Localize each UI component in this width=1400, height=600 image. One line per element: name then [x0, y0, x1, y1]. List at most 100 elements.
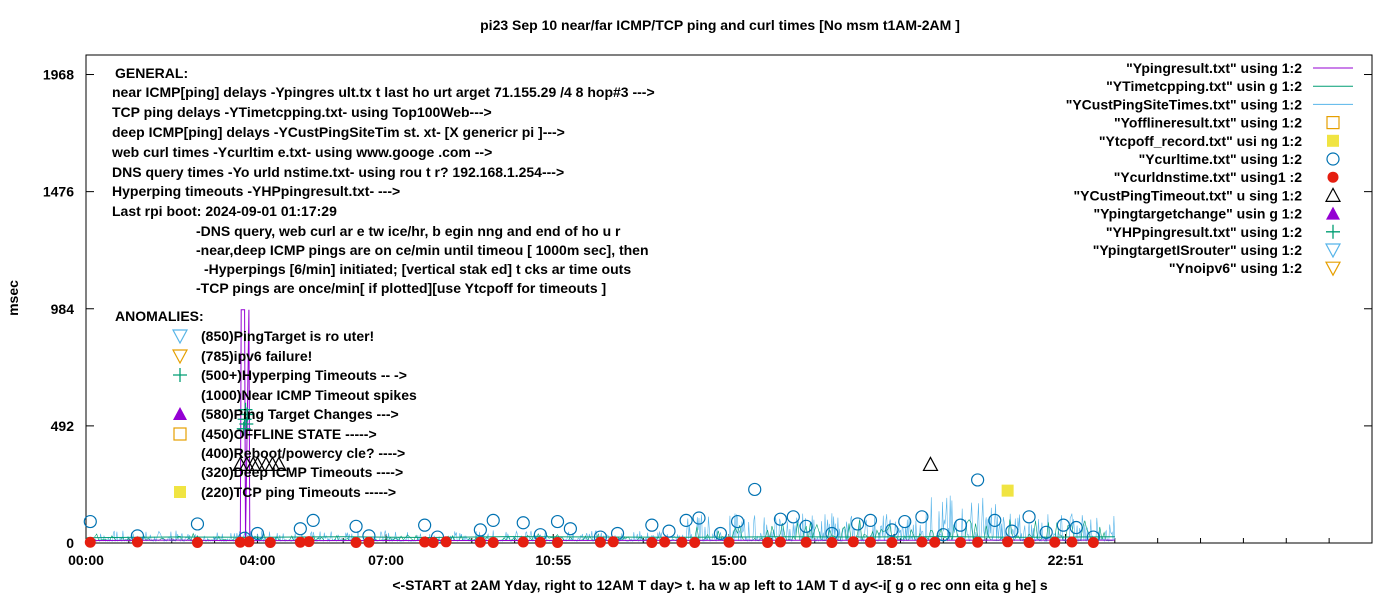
data-point: [303, 536, 315, 548]
legend-symbol: [1326, 115, 1340, 130]
data-point: [294, 536, 306, 548]
anomaly-symbol: [173, 407, 187, 420]
data-point: [689, 537, 701, 549]
data-point: [692, 511, 706, 525]
data-point: [954, 537, 966, 549]
general-note: near ICMP[ping] delays -Ypingres ult.tx …: [112, 84, 655, 100]
x-tick-label: 18:51: [876, 552, 912, 568]
data-point: [349, 519, 363, 533]
data-point: [929, 536, 941, 548]
anomaly-symbol: [171, 329, 189, 345]
data-point: [953, 518, 968, 532]
legend-label: "YCustPingSiteTimes.txt" using 1:2: [1066, 96, 1302, 112]
data-point: [240, 407, 255, 422]
legend-label: "YpingtargetISrouter" using 1:2: [1093, 242, 1303, 258]
data-point: [645, 518, 659, 532]
y-axis: 1968 1476 984 492 0: [43, 67, 1372, 551]
anomaly-item: (400)Reboot/powercy cle? ---->: [201, 445, 405, 461]
y-tick-label: 1476: [43, 184, 74, 200]
anomaly-item: (1000)Near ICMP Timeout spikes: [201, 387, 417, 403]
data-point: [486, 513, 500, 527]
legend-symbol: [1324, 243, 1342, 259]
legend-label: "Ycurltime.txt" using 1:2: [1139, 151, 1303, 167]
data-point: [1023, 537, 1035, 549]
legend-symbol: [1326, 224, 1340, 239]
data-point: [1039, 525, 1053, 539]
anomaly-item: (850)PingTarget is ro uter!: [201, 328, 374, 344]
legend-label: "Ycurldnstime.txt" using1 :2: [1114, 169, 1303, 185]
data-point: [234, 536, 246, 548]
data-point: [1087, 537, 1099, 549]
general-note: TCP ping delays -YTimetcpping.txt- using…: [112, 104, 492, 120]
anomaly-item: (450)OFFLINE STATE ----->: [201, 426, 377, 442]
data-point: [1069, 520, 1083, 535]
anomaly-symbol: [173, 368, 187, 382]
legend: "Ypingresult.txt" using 1:2 "YTimetcpping…: [1066, 60, 1353, 277]
data-point: [676, 536, 688, 548]
legend-label: "Ytcpoff_record.txt" usi ng 1:2: [1099, 133, 1302, 149]
data-point: [800, 536, 812, 548]
data-point: [563, 522, 577, 536]
legend-label: "Ynoipv6" using 1:2: [1169, 260, 1302, 276]
anomaly-item: (580)Ping Target Changes --->: [201, 406, 399, 422]
data-point: [473, 523, 487, 537]
legend-symbol: [1327, 134, 1339, 147]
chart-title: pi23 Sep 10 near/far ICMP/TCP ping and c…: [480, 17, 960, 33]
data-point: [774, 536, 786, 548]
data-point: [363, 536, 375, 548]
x-tick-label: 15:00: [711, 552, 747, 568]
data-point: [1049, 536, 1061, 548]
data-point: [773, 512, 788, 526]
data-point: [264, 537, 276, 549]
anomaly-symbol: [174, 486, 186, 498]
legend-label: "YHPpingresult.txt" using 1:2: [1106, 224, 1302, 240]
y-tick-label: 492: [51, 418, 75, 434]
data-point: [474, 536, 486, 548]
data-point: [971, 473, 985, 487]
data-point: [516, 516, 530, 530]
legend-label: "YCustPingTimeout.txt" u sing 1:2: [1074, 187, 1303, 203]
data-point: [916, 536, 928, 548]
data-point: [131, 536, 143, 548]
data-point: [646, 537, 658, 549]
data-point: [293, 522, 307, 536]
data-point: [659, 536, 671, 548]
general-note: web curl times -Ycurltim e.txt- using ww…: [111, 144, 492, 160]
data-point: [83, 514, 97, 529]
anomaly-item: (320)Deep ICMP Timeouts ---->: [201, 464, 403, 480]
data-point: [1022, 510, 1036, 524]
general-note: Last rpi boot: 2024-09-01 01:17:29: [112, 203, 337, 219]
anomalies-title: ANOMALIES:: [115, 308, 204, 324]
y-tick-label: 1968: [43, 67, 74, 83]
data-point: [418, 518, 432, 532]
data-point: [594, 536, 606, 548]
data-point: [534, 536, 546, 548]
legend-label: "Yofflineresult.txt" using 1:2: [1114, 115, 1302, 131]
data-point: [799, 519, 813, 533]
data-point: [1056, 518, 1070, 532]
data-point: [1001, 484, 1014, 497]
data-point: [847, 536, 859, 548]
data-point: [440, 536, 452, 548]
anomaly-item: (785)ipv6 failure!: [201, 348, 312, 364]
series-line-custping: [94, 495, 1116, 543]
data-point: [350, 537, 362, 549]
anomaly-item: (500+)Hyperping Timeouts -- ->: [201, 367, 407, 383]
data-point: [915, 510, 929, 524]
data-point: [250, 526, 265, 541]
data-point: [826, 537, 838, 549]
data-point: [922, 456, 939, 472]
general-note: Hyperping timeouts -YHPpingresult.txt- -…: [112, 183, 400, 199]
data-point: [898, 514, 912, 529]
legend-label: "Ypingresult.txt" using 1:2: [1126, 60, 1302, 76]
y-tick-label: 0: [66, 535, 74, 551]
general-note: DNS query times -Yo urld nstime.txt- usi…: [112, 164, 564, 180]
anomaly-item: (220)TCP ping Timeouts ----->: [201, 484, 396, 500]
data-point: [786, 510, 800, 524]
legend-symbol: [1327, 171, 1339, 183]
data-point: [419, 536, 431, 548]
data-point: [748, 482, 762, 497]
x-tick-label: 04:00: [240, 552, 276, 568]
legend-symbol: [1326, 152, 1340, 166]
